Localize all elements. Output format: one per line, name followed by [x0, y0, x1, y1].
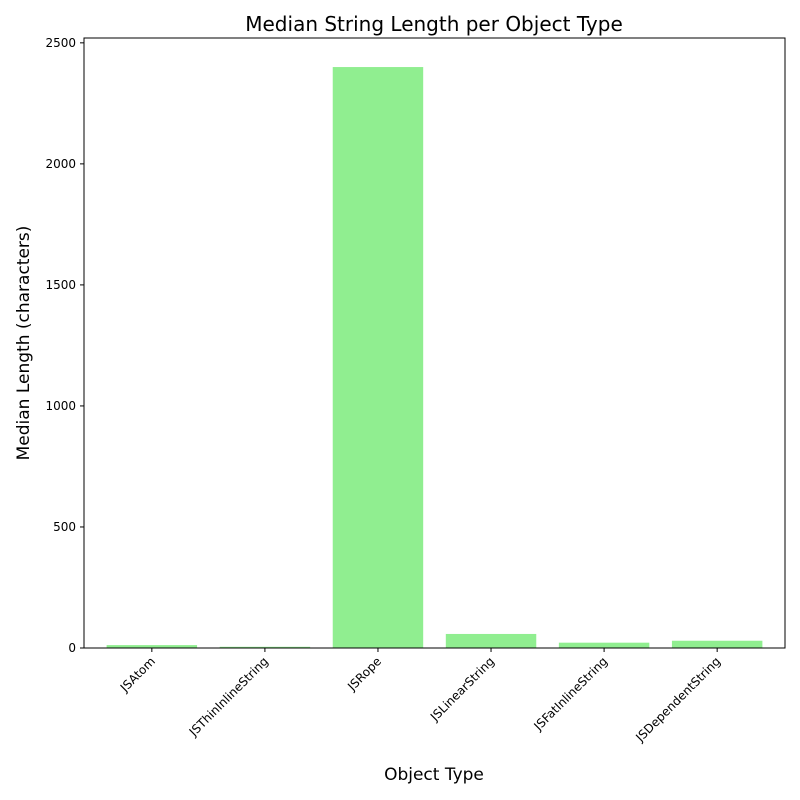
bar-JSFatInlineString	[558, 642, 650, 648]
y-axis-title: Median Length (characters)	[14, 226, 34, 461]
x-tick-label: JSAtom	[117, 654, 158, 695]
x-tick-label: JSLinearString	[427, 654, 497, 724]
y-axis: 0 500 1000 1500 2000 2500	[45, 36, 84, 655]
bar-JSThinInlineString	[219, 646, 311, 648]
y-tick-label: 500	[53, 520, 76, 534]
y-tick-label: 1500	[45, 278, 76, 292]
x-tick-label: JSRope	[344, 654, 384, 694]
x-axis-title: Object Type	[384, 765, 484, 785]
bars-group	[106, 67, 763, 649]
bar-JSAtom	[106, 645, 198, 648]
x-tick-label: JSThinInlineString	[186, 654, 271, 739]
y-tick-label: 1000	[45, 399, 76, 413]
y-tick-label: 2000	[45, 157, 76, 171]
y-tick-label: 0	[68, 641, 76, 655]
chart-title: Median String Length per Object Type	[245, 12, 623, 36]
bar-JSLinearString	[445, 633, 537, 648]
bar-JSRope	[332, 67, 424, 649]
y-tick-label: 2500	[45, 36, 76, 50]
x-tick-label: JSDependentString	[632, 654, 723, 745]
x-axis: JSAtom JSThinInlineString JSRope JSLinearSt…	[117, 648, 723, 745]
bar-JSDependentString	[671, 640, 763, 648]
x-tick-label: JSFatInlineString	[531, 654, 611, 734]
plot-frame	[83, 37, 786, 649]
